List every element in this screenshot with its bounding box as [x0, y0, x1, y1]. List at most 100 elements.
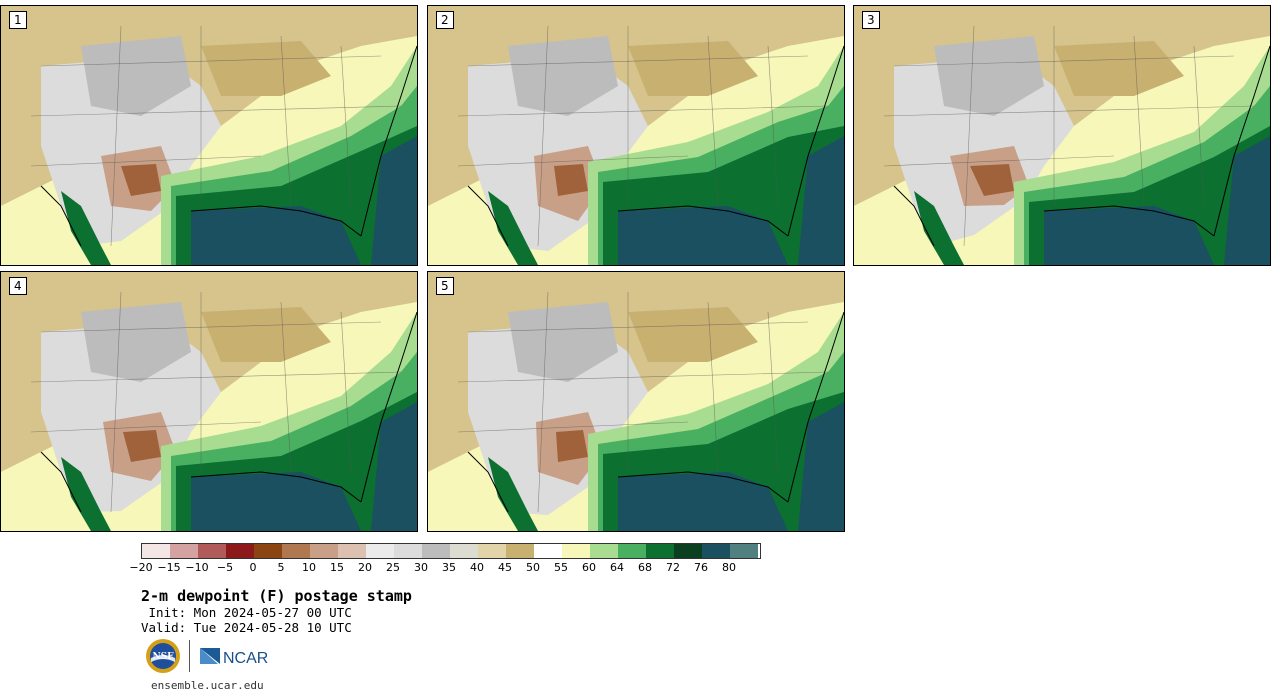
colorbar-tick-label: 76 — [694, 561, 708, 574]
colorbar-swatch — [422, 544, 450, 558]
pacific-region — [428, 452, 508, 531]
colorbar-swatch — [730, 544, 758, 558]
boundary-line — [883, 155, 1115, 167]
gulf-of-mexico — [1044, 206, 1214, 265]
gulf-of-mexico — [191, 206, 361, 265]
boundary-line — [457, 371, 829, 383]
colorbar-swatch — [394, 544, 422, 558]
boundary-line — [40, 321, 382, 333]
colorbar-swatch — [254, 544, 282, 558]
boundary-line — [30, 155, 262, 167]
southwest-core-region — [556, 430, 588, 462]
boundary-line — [40, 55, 382, 67]
boundary-line — [767, 45, 779, 207]
boundary-line — [457, 105, 829, 117]
gulf-of-mexico — [618, 472, 788, 531]
pacific-region — [1, 186, 81, 265]
colorbar-swatch — [170, 544, 198, 558]
pacific-region — [428, 186, 508, 265]
dewpoint-map — [854, 6, 1270, 265]
page-title: 2-m dewpoint (F) postage stamp — [141, 587, 412, 605]
high-plains-region — [934, 36, 1044, 116]
boundary-line — [280, 301, 292, 473]
high-plains-region — [508, 36, 618, 116]
boundary-line — [30, 105, 402, 117]
colorbar-swatch — [702, 544, 730, 558]
mexico-coast-region — [488, 457, 538, 531]
dewpoint-map — [428, 272, 844, 531]
logos: NSF NCAR — [145, 638, 274, 674]
colorbar-tick-label: 45 — [498, 561, 512, 574]
boundary-line — [467, 321, 809, 333]
northern-plains-region — [628, 307, 758, 362]
svg-text:NCAR: NCAR — [223, 650, 268, 667]
svg-text:NSF: NSF — [152, 652, 174, 662]
southwest-core-region — [554, 164, 588, 196]
colorbar-swatch — [226, 544, 254, 558]
postage-stamp-map-4: 4 — [0, 271, 418, 532]
colorbar-swatch — [590, 544, 618, 558]
postage-stamp-map-1: 1 — [0, 5, 418, 266]
boundary-line — [30, 371, 402, 383]
southwest-core-region — [970, 164, 1014, 196]
mexico-coast-region — [914, 191, 964, 265]
dewpoint-map — [1, 6, 417, 265]
logo-divider — [189, 640, 190, 672]
boundary-line — [467, 55, 809, 67]
high-plains-region — [508, 302, 618, 382]
coastline — [467, 311, 844, 513]
colorbar-swatch — [478, 544, 506, 558]
member-label: 5 — [436, 277, 454, 295]
nsf-logo-icon: NSF — [146, 639, 180, 673]
member-label: 2 — [436, 11, 454, 29]
member-label: 3 — [862, 11, 880, 29]
boundary-line — [707, 35, 719, 207]
dewpoint-colorbar: −20 −15 −10 −5 0 5 10 15 20 25 30 35 40 45 50 55 60 64 68 7… — [129, 543, 761, 575]
colorbar-tick-label: −5 — [216, 561, 234, 574]
northern-plains-region — [628, 41, 758, 96]
postage-stamp-map-2: 2 — [427, 5, 845, 266]
colorbar-swatch — [562, 544, 590, 558]
boundary-line — [537, 291, 549, 513]
southwest-core-region — [121, 164, 161, 196]
pacific-region — [1, 452, 81, 531]
boundary-line — [110, 291, 122, 513]
colorbar-tick-label: 72 — [666, 561, 680, 574]
boundary-line — [963, 25, 975, 247]
colorbar-swatch — [142, 544, 170, 558]
colorbar-swatches — [141, 543, 761, 559]
coastline — [467, 45, 844, 247]
boundary-line — [340, 311, 352, 473]
colorbar-tick-label: 30 — [414, 561, 428, 574]
atlantic-region — [371, 402, 417, 531]
colorbar-swatch — [618, 544, 646, 558]
colorbar-swatch — [450, 544, 478, 558]
boundary-line — [537, 25, 549, 247]
coastline — [40, 45, 417, 247]
high-plains-region — [81, 302, 191, 382]
boundary-line — [457, 155, 689, 167]
boundary-line — [883, 105, 1255, 117]
boundary-line — [1133, 35, 1145, 207]
atlantic-region — [798, 136, 844, 265]
mexico-coast-region — [61, 457, 111, 531]
colorbar-tick-label: 5 — [277, 561, 285, 574]
atlantic-region — [371, 136, 417, 265]
boundary-line — [110, 25, 122, 247]
colorbar-tick-label: 60 — [582, 561, 596, 574]
colorbar-tick-label: −10 — [185, 561, 209, 574]
colorbar-tick-label: 64 — [610, 561, 624, 574]
boundary-line — [767, 311, 779, 473]
member-label: 1 — [9, 11, 27, 29]
high-plains-region — [81, 36, 191, 116]
colorbar-swatch — [310, 544, 338, 558]
member-label: 4 — [9, 277, 27, 295]
mexico-coast-region — [61, 191, 111, 265]
colorbar-tick-label: 10 — [302, 561, 316, 574]
gulf-of-mexico — [191, 472, 361, 531]
colorbar-tick-label: 0 — [249, 561, 257, 574]
colorbar-tick-label: 68 — [638, 561, 652, 574]
southwest-core-region — [123, 430, 161, 462]
boundary-line — [30, 421, 262, 433]
postage-stamp-map-5: 5 — [427, 271, 845, 532]
